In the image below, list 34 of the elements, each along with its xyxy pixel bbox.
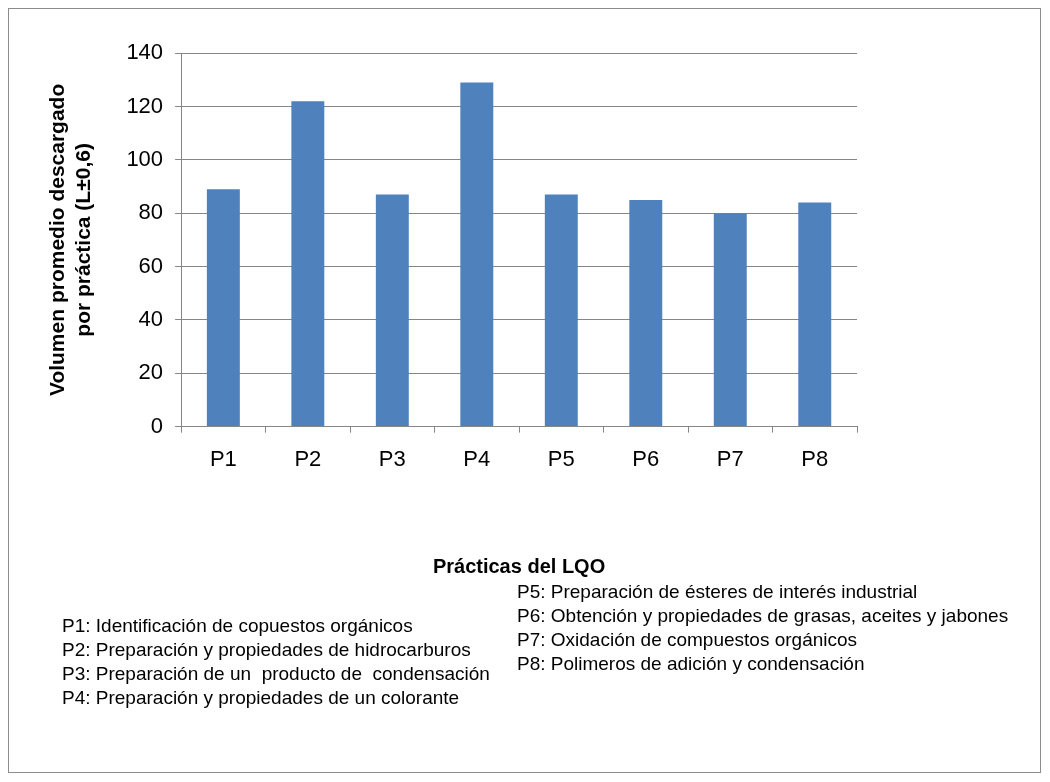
y-tick-label: 80 [138,199,164,225]
bar [460,82,494,427]
x-tick-label: P7 [716,445,744,471]
bar [206,189,240,427]
y-tick-label: 40 [138,305,164,331]
text: P3: Preparación de un producto de condensación [62,662,490,686]
bar [798,202,832,427]
x-tick-label: P5 [547,445,575,471]
y-axis-title: Volumen promedio descargado por práctica (L±0,6) [45,83,94,397]
text: P1: Identificación de copuestos orgánicos [62,614,414,638]
text: P2: Preparación y propiedades de hidrocarburos [62,638,472,662]
y-tick-label: 0 [150,412,164,438]
text: P4: Preparación y propiedades de un colorante [62,686,461,710]
y-tick-label: 100 [126,145,164,171]
x-tick-label: P4 [463,445,491,471]
bar [375,194,409,427]
bar [629,199,663,427]
x-tick-label: P1 [209,445,237,471]
y-tick-label: 60 [138,252,164,278]
y-tick-label: 120 [126,92,164,118]
y-tick-label: 140 [126,39,164,65]
x-tick-label: P6 [632,445,660,471]
x-axis-title: Prácticas del LQO [432,554,606,577]
x-tick-label: P3 [378,445,406,471]
bar [544,194,578,427]
x-tick-label: P2 [294,445,322,471]
y-tick-label: 20 [138,359,164,385]
x-tick-label: P8 [801,445,829,471]
text: P8: Polimeros de adición y condensación [517,652,866,676]
text: P5: Preparación de ésteres de interés industrial [517,580,919,604]
text: P6: Obtención y propiedades de grasas, aceites y jabones [517,604,1009,628]
bar [713,213,747,427]
text: P7: Oxidación de compuestos orgánicos [517,628,859,652]
bar [291,101,325,427]
